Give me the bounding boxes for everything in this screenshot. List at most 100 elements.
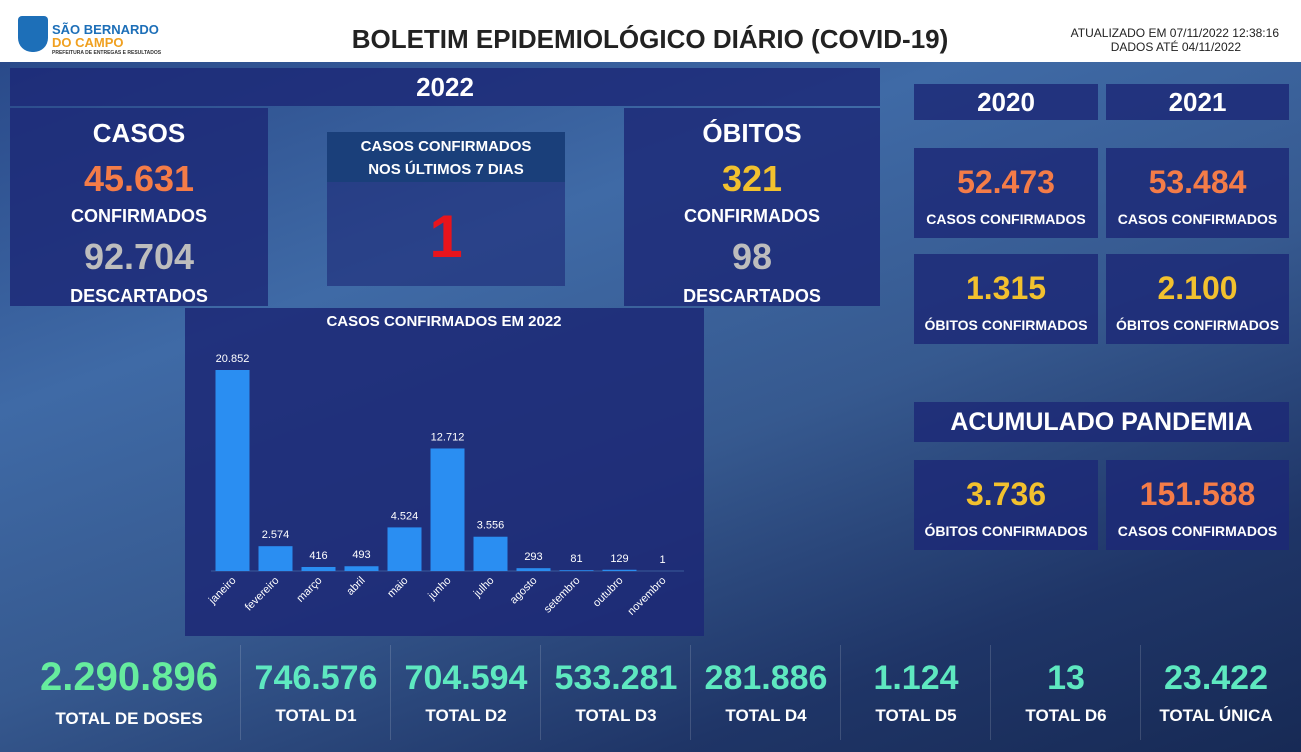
bar (301, 566, 336, 571)
x-tick-label: fevereiro (243, 575, 282, 614)
value: 3.736 (965, 476, 1047, 512)
x-tick-label: agosto (508, 575, 540, 607)
value-label: 4.524 (391, 510, 419, 522)
vaccine-total: 746.576 TOTAL D1 (240, 645, 391, 740)
value-label: 1 (659, 554, 665, 566)
value: 52.473 (957, 164, 1055, 200)
vaccine-label: TOTAL D1 (275, 706, 357, 725)
value: 151.588 (1139, 476, 1256, 512)
label: ÓBITOS CONFIRMADOS (924, 317, 1088, 333)
label: ÓBITOS CONFIRMADOS (1115, 317, 1280, 333)
vaccine-total: 1.124 TOTAL D5 (840, 645, 991, 740)
bar (430, 448, 465, 571)
x-tick-label: novembro (626, 575, 669, 618)
cases-box: 151.588 CASOS CONFIRMADOS (1106, 460, 1289, 550)
chart-title: CASOS CONFIRMADOS EM 2022 (326, 313, 561, 330)
x-tick-label: abril (344, 575, 367, 598)
vaccine-label: TOTAL D5 (875, 706, 957, 725)
vaccine-total: 281.886 TOTAL D4 (690, 645, 841, 740)
value-label: 129 (610, 553, 628, 565)
bar (602, 569, 637, 571)
vaccine-value: 13 (1047, 659, 1085, 697)
label: CASOS CONFIRMADOS (1117, 211, 1278, 227)
value-label: 3.556 (477, 520, 505, 532)
vaccine-value: 1.124 (873, 659, 959, 697)
vaccine-total: 533.281 TOTAL D3 (540, 645, 691, 740)
year-label: 2022 (416, 72, 474, 102)
bar-chart: CASOS CONFIRMADOS EM 2022 20.852 janeiro 2… (185, 308, 704, 636)
deaths-box: 2.100 ÓBITOS CONFIRMADOS (1106, 254, 1289, 344)
vaccine-total: 704.594 TOTAL D2 (390, 645, 541, 740)
confirmed-label: CONFIRMADOS (684, 206, 820, 226)
vaccine-total: 13 TOTAL D6 (990, 645, 1141, 740)
vaccine-label: TOTAL DE DOSES (55, 709, 203, 728)
logo-line1: SÃO BERNARDO (52, 22, 159, 37)
panel-title: ÓBITOS (702, 118, 802, 148)
year-label: 2020 (977, 87, 1035, 117)
x-tick-label: janeiro (206, 575, 239, 608)
panel-title: CASOS (92, 118, 186, 148)
deaths-box: 3.736 ÓBITOS CONFIRMADOS (914, 460, 1098, 550)
vaccine-value: 281.886 (704, 659, 828, 697)
data-until: DADOS ATÉ 04/11/2022 (1110, 40, 1241, 54)
value-label: 293 (524, 551, 542, 563)
confirmed-value: 45.631 (83, 158, 195, 199)
vaccine-label: TOTAL D3 (575, 706, 657, 725)
vaccine-label: TOTAL D4 (725, 706, 807, 725)
vaccine-label: TOTAL D2 (425, 706, 507, 725)
last7-header (327, 132, 565, 182)
vaccine-value: 2.290.896 (40, 655, 218, 699)
x-tick-label: outubro (591, 575, 626, 610)
accumulated-header: ACUMULADO PANDEMIA (914, 402, 1289, 442)
discarded-label: DESCARTADOS (683, 286, 821, 306)
deaths-box: 1.315 ÓBITOS CONFIRMADOS (914, 254, 1098, 344)
logo-sub: PREFEITURA DE ENTREGAS E RESULTADOS (52, 50, 162, 56)
bar (258, 546, 293, 571)
vaccine-value: 704.594 (404, 659, 528, 697)
value: 1.315 (965, 270, 1047, 306)
value: 53.484 (1148, 164, 1247, 200)
confirmed-value: 321 (721, 158, 783, 199)
accumulated-title: ACUMULADO PANDEMIA (950, 408, 1253, 436)
value-label: 416 (309, 550, 327, 562)
last7-title-2: NOS ÚLTIMOS 7 DIAS (368, 161, 524, 178)
vaccine-label: TOTAL ÚNICA (1159, 706, 1273, 725)
x-tick-label: julho (471, 575, 497, 601)
value-label: 20.852 (216, 353, 250, 365)
label: ÓBITOS CONFIRMADOS (924, 523, 1088, 539)
value: 2.100 (1157, 270, 1238, 306)
bar (473, 536, 508, 571)
discarded-value: 98 (731, 236, 773, 277)
cases-box: 53.484 CASOS CONFIRMADOS (1106, 148, 1289, 238)
value-label: 12.712 (431, 431, 465, 443)
updated: ATUALIZADO EM 07/11/2022 12:38:16 (1070, 26, 1279, 40)
x-tick-label: maio (385, 575, 410, 600)
year-label: 2021 (1168, 87, 1227, 117)
last7-panel: CASOS CONFIRMADOS NOS ÚLTIMOS 7 DIAS 1 (327, 132, 565, 286)
bar (387, 527, 422, 571)
value-label: 2.574 (262, 529, 290, 541)
last7-value: 1 (429, 203, 463, 270)
vaccine-value: 23.422 (1164, 659, 1268, 697)
last7-title-1: CASOS CONFIRMADOS (360, 138, 532, 155)
logo-mark (18, 16, 48, 52)
bar (559, 570, 594, 571)
vaccine-total: 2.290.896 TOTAL DE DOSES (18, 645, 240, 740)
year-header: 2021 (1106, 84, 1289, 120)
bar (516, 568, 551, 571)
x-tick-label: junho (425, 575, 453, 603)
vaccine-value: 746.576 (254, 659, 378, 697)
vaccine-total: 23.422 TOTAL ÚNICA (1140, 645, 1291, 740)
bar (344, 566, 379, 571)
logo-line2: DO CAMPO (52, 35, 124, 50)
header: SÃO BERNARDO DO CAMPO PREFEITURA DE ENTR… (0, 0, 1301, 62)
vaccine-label: TOTAL D6 (1025, 706, 1107, 725)
discarded-value: 92.704 (83, 236, 195, 277)
label: CASOS CONFIRMADOS (1117, 523, 1278, 539)
deaths-panel: ÓBITOS 321 CONFIRMADOS 98 DESCARTADOS (624, 108, 880, 306)
cases-box: 52.473 CASOS CONFIRMADOS (914, 148, 1098, 238)
confirmed-label: CONFIRMADOS (71, 206, 207, 226)
year-header: 2020 (914, 84, 1098, 120)
value-label: 81 (570, 553, 582, 565)
